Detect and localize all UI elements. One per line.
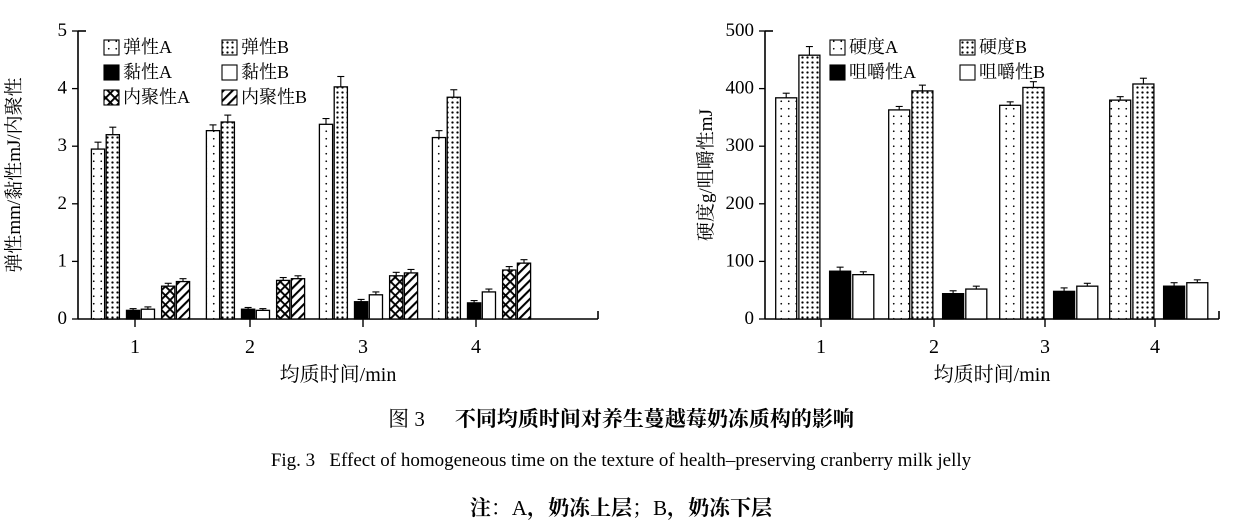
- svg-text:300: 300: [726, 135, 755, 156]
- svg-text:1: 1: [130, 336, 140, 358]
- svg-text:2: 2: [245, 336, 255, 358]
- svg-text:内聚性B: 内聚性B: [241, 87, 307, 107]
- svg-text:咀嚼性A: 咀嚼性A: [849, 62, 916, 82]
- svg-text:均质时间/min: 均质时间/min: [934, 363, 1051, 386]
- svg-text:黏性A: 黏性A: [123, 62, 172, 82]
- svg-text:4: 4: [471, 336, 481, 358]
- svg-text:4: 4: [58, 78, 68, 99]
- svg-text:弹性A: 弹性A: [123, 37, 172, 57]
- svg-text:2: 2: [58, 193, 68, 214]
- svg-text:3: 3: [58, 135, 68, 156]
- svg-text:黏性B: 黏性B: [241, 62, 289, 82]
- svg-text:咀嚼性B: 咀嚼性B: [979, 62, 1045, 82]
- svg-text:100: 100: [726, 250, 755, 271]
- svg-text:硬度g/咀嚼性mJ: 硬度g/咀嚼性mJ: [695, 109, 717, 241]
- svg-text:2: 2: [929, 336, 939, 358]
- svg-text:1: 1: [58, 250, 68, 271]
- svg-text:均质时间/min: 均质时间/min: [280, 363, 397, 386]
- svg-text:400: 400: [726, 78, 755, 99]
- svg-text:弹性B: 弹性B: [241, 37, 289, 57]
- svg-text:5: 5: [58, 20, 68, 41]
- svg-text:3: 3: [358, 336, 368, 358]
- svg-text:200: 200: [726, 193, 755, 214]
- svg-text:0: 0: [745, 308, 755, 329]
- svg-text:500: 500: [726, 20, 755, 41]
- svg-text:3: 3: [1040, 336, 1050, 358]
- svg-text:1: 1: [816, 336, 826, 358]
- svg-text:硬度B: 硬度B: [979, 37, 1027, 57]
- svg-text:硬度A: 硬度A: [849, 37, 898, 57]
- svg-text:弹性mm/黏性mJ/内聚性: 弹性mm/黏性mJ/内聚性: [3, 77, 25, 272]
- svg-text:0: 0: [58, 308, 68, 329]
- svg-text:4: 4: [1150, 336, 1160, 358]
- svg-text:内聚性A: 内聚性A: [123, 87, 190, 107]
